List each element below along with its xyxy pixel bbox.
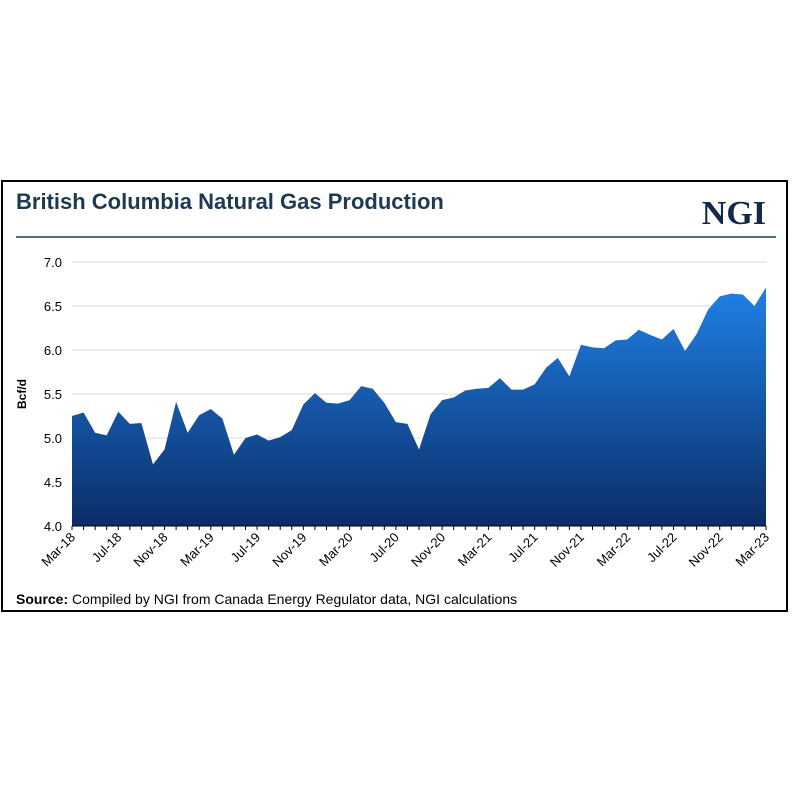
chart-title: British Columbia Natural Gas Production [16, 189, 444, 214]
source-label: Source: [16, 591, 68, 607]
y-tick-label: 6.0 [44, 343, 62, 358]
source-note: Source: Compiled by NGI from Canada Ener… [16, 591, 517, 607]
source-text: Compiled by NGI from Canada Energy Regul… [72, 591, 517, 607]
y-axis-label: Bcf/d [15, 379, 29, 409]
y-tick-label: 5.0 [44, 431, 62, 446]
y-tick-label: 6.5 [44, 299, 62, 314]
logo: NGI [702, 195, 766, 232]
y-tick-label: 7.0 [44, 255, 62, 270]
area [72, 287, 766, 526]
y-tick-label: 5.5 [44, 387, 62, 402]
y-tick-label: 4.0 [44, 519, 62, 534]
y-tick-label: 4.5 [44, 475, 62, 490]
